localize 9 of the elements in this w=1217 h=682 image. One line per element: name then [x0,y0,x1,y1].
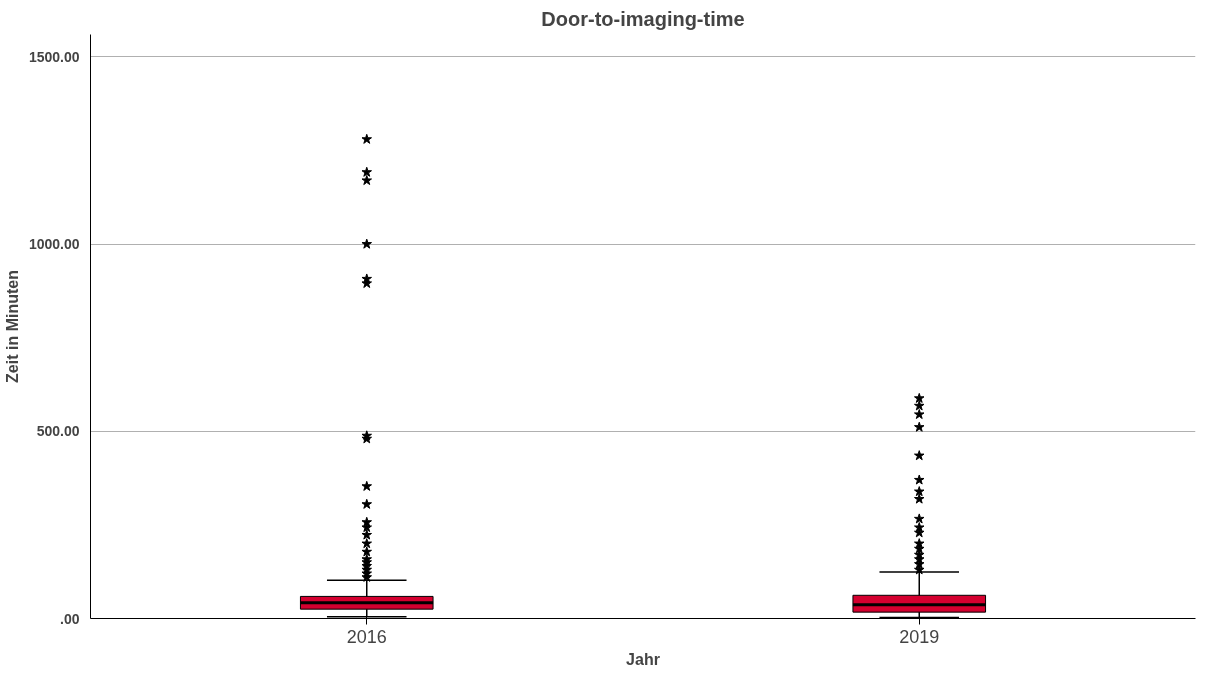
x-tick-label: 2019 [899,626,940,647]
y-tick-label: .00 [60,610,80,627]
y-tick-label: 1000.00 [28,236,80,253]
x-axis-title: Jahr [626,650,660,668]
y-tick-label: 1500.00 [28,48,80,65]
y-axis-title: Zeit in Minuten [3,270,21,383]
y-tick-label: 500.00 [36,423,80,440]
chart-title: Door-to-imaging-time [541,7,745,30]
x-tick-label: 2016 [346,626,387,647]
